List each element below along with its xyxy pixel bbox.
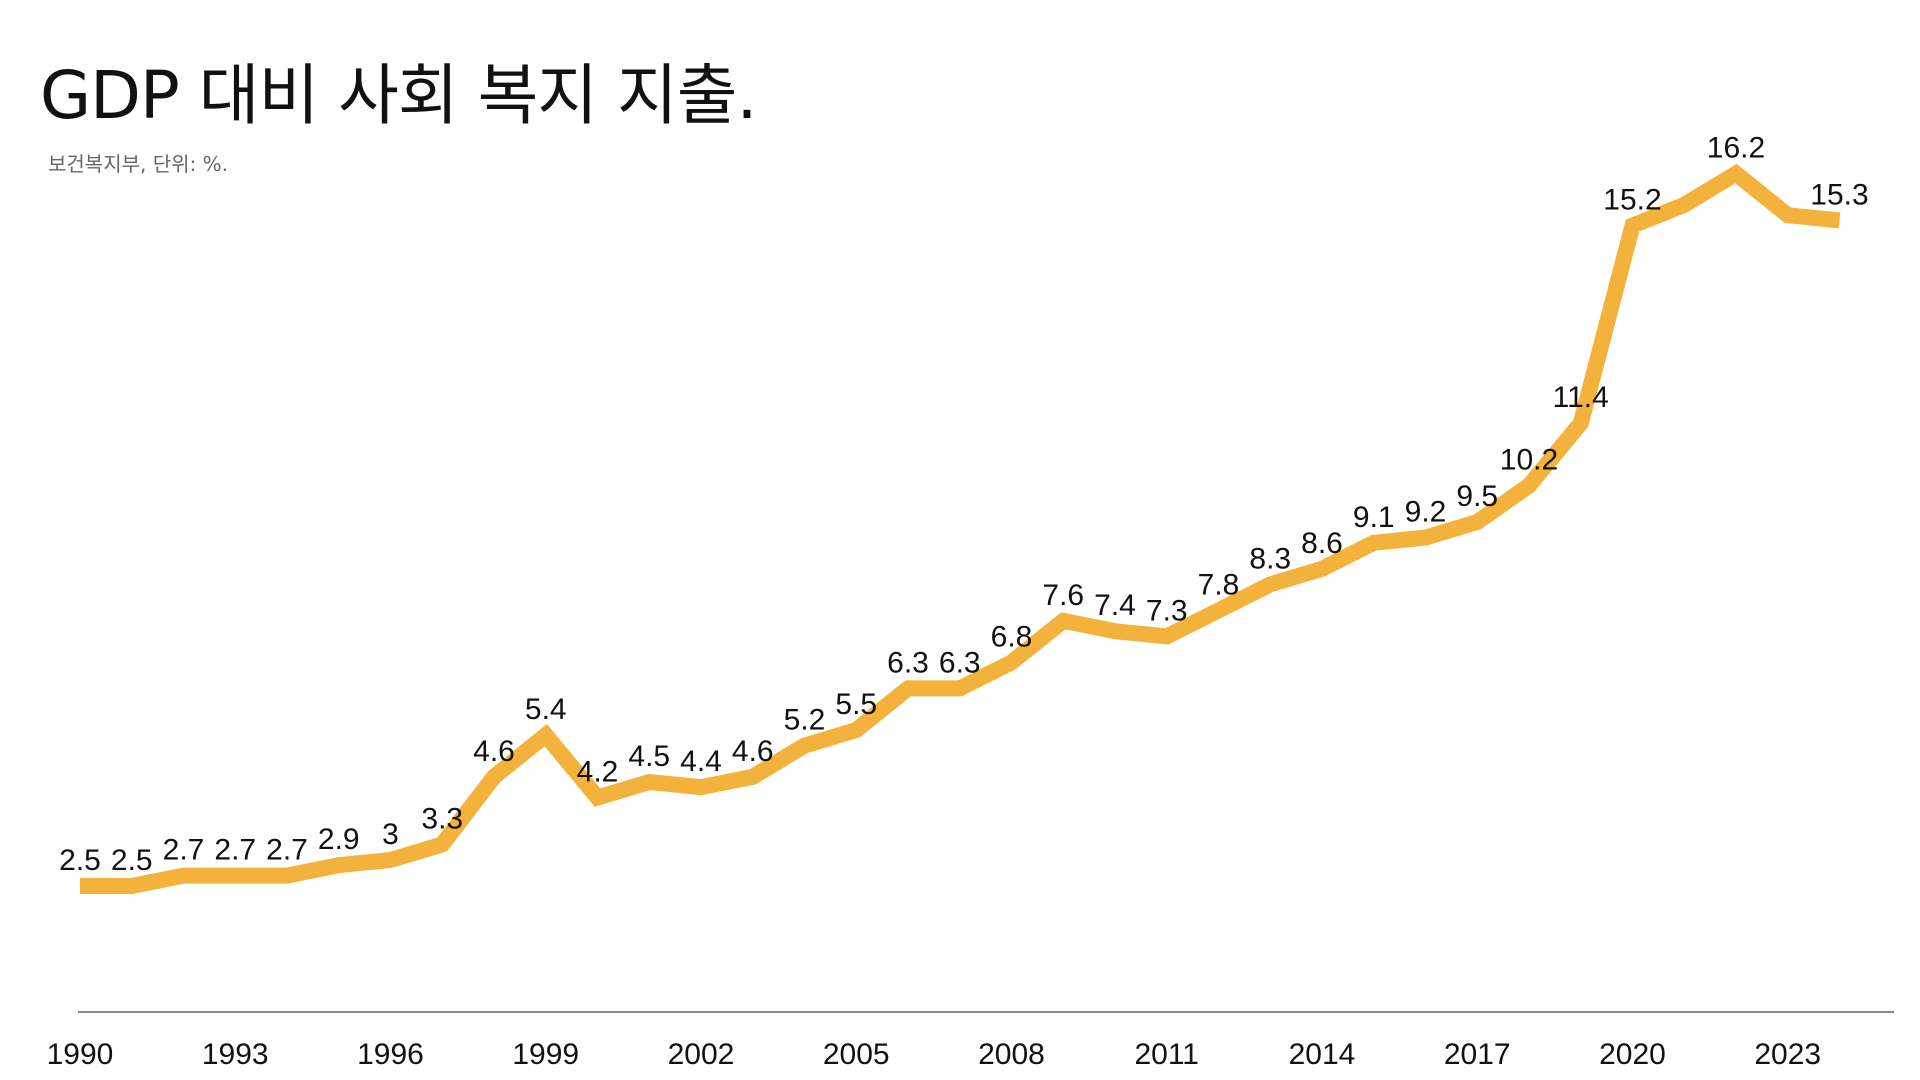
- value-label: 4.5: [628, 740, 670, 773]
- value-label: 6.8: [991, 620, 1033, 653]
- x-tick-label: 2008: [978, 1038, 1045, 1071]
- value-label: 4.4: [680, 745, 722, 778]
- x-tick-label: 1996: [357, 1038, 424, 1071]
- value-label: 11.4: [1553, 381, 1609, 414]
- chart-title: GDP 대비 사회 복지 지출.: [40, 57, 757, 134]
- value-label: 16.2: [1707, 132, 1765, 165]
- series-line-group: [80, 163, 1841, 894]
- x-tick-label: 2014: [1289, 1038, 1356, 1071]
- value-label: 4.2: [577, 756, 619, 789]
- value-label: 8.6: [1301, 527, 1343, 560]
- value-label: 2.9: [318, 823, 360, 856]
- x-tick-labels: 1990 1993 1996 1999 2002 2005 2008 2011 2014 2017…: [47, 1038, 1822, 1071]
- value-label: 9.2: [1405, 496, 1447, 529]
- value-label: 5.2: [784, 704, 826, 737]
- value-label: 7.3: [1146, 594, 1188, 627]
- x-tick-label: 1990: [47, 1038, 114, 1071]
- value-label: 3: [382, 818, 399, 851]
- value-label: 9.5: [1456, 480, 1498, 513]
- value-label: 2.5: [59, 844, 101, 877]
- value-label: 2.7: [266, 834, 308, 867]
- value-label: 10.2: [1500, 444, 1558, 477]
- x-tick-label: 2020: [1599, 1038, 1666, 1071]
- value-label: 2.5: [111, 844, 153, 877]
- value-labels: 2.5 2.5 2.7 2.7 2.7 2.9 3 3.3 4.6 5.4 4.2 4.5 4.4 4.6…: [59, 132, 1869, 877]
- value-label: 7.8: [1198, 568, 1240, 601]
- x-tick-label: 1993: [202, 1038, 269, 1071]
- series-line: [80, 163, 1841, 894]
- value-label: 3.3: [421, 802, 463, 835]
- value-label: 7.6: [1042, 579, 1084, 612]
- value-label: 15.2: [1603, 184, 1661, 217]
- value-label: 4.6: [473, 735, 515, 768]
- x-tick-label: 2011: [1134, 1038, 1199, 1071]
- value-label: 5.4: [525, 693, 567, 726]
- chart-subtitle: 보건복지부, 단위: %.: [48, 152, 228, 176]
- x-tick-label: 2017: [1444, 1038, 1511, 1071]
- value-label: 2.7: [163, 834, 205, 867]
- value-label: 9.1: [1353, 501, 1395, 534]
- value-label: 2.7: [214, 834, 256, 867]
- value-label: 8.3: [1249, 542, 1291, 575]
- value-label: 15.3: [1810, 178, 1868, 211]
- x-tick-label: 2023: [1754, 1038, 1821, 1071]
- value-label: 7.4: [1094, 589, 1136, 622]
- value-label: 4.6: [732, 735, 774, 768]
- x-tick-label: 2005: [823, 1038, 890, 1071]
- value-label: 6.3: [939, 646, 981, 679]
- value-label: 6.3: [887, 646, 929, 679]
- x-tick-label: 1999: [512, 1038, 579, 1071]
- x-tick-label: 2002: [668, 1038, 735, 1071]
- value-label: 5.5: [835, 688, 877, 721]
